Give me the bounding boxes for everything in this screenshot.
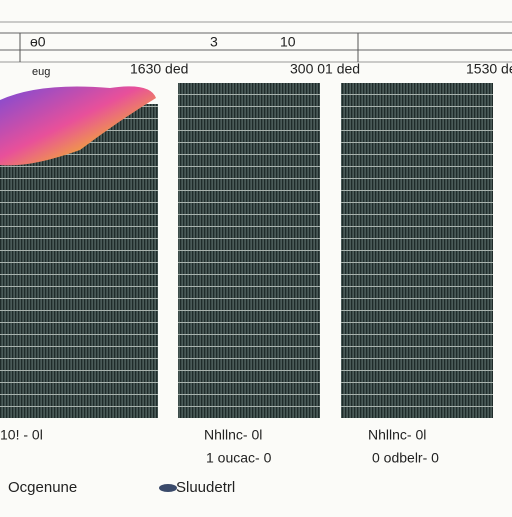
legend-swatch bbox=[159, 484, 177, 492]
panel-caption: 0 odbelr- 0 bbox=[372, 450, 439, 466]
legend-label: Sluudetrl bbox=[176, 479, 235, 496]
ruler-label: 10 bbox=[280, 34, 296, 50]
ruler-label: 3 bbox=[210, 34, 218, 50]
panel-caption: 1 oucac- 0 bbox=[206, 450, 272, 466]
legend-label: Ocgenune bbox=[8, 479, 77, 496]
panel-header: 1530 ded bbox=[466, 61, 512, 77]
panel-header: 1630 ded bbox=[130, 61, 188, 77]
panel-header: 300 01 ded bbox=[290, 61, 360, 77]
panel-texture bbox=[341, 83, 493, 418]
ruler: ɵ0 3 10 bbox=[0, 21, 512, 63]
panel-header: eug bbox=[32, 66, 50, 78]
panel-caption: 10! - 0l bbox=[0, 427, 43, 443]
panel: 1530 ded Nhllnc- 0l 0 odbelr- 0 bbox=[341, 61, 512, 466]
panel-caption: Nhllnc- 0l bbox=[368, 427, 426, 443]
panel: 300 01 ded Nhllnc- 0l 1 oucac- 0 bbox=[178, 61, 360, 466]
panel-caption: Nhllnc- 0l bbox=[204, 427, 262, 443]
legend: Ocgenune Sluudetrl bbox=[8, 479, 235, 496]
panel-texture bbox=[178, 83, 320, 418]
panel: eug 1630 ded 10! - 0l bbox=[0, 61, 188, 443]
ruler-label: ɵ0 bbox=[30, 34, 46, 50]
blob bbox=[0, 86, 156, 166]
